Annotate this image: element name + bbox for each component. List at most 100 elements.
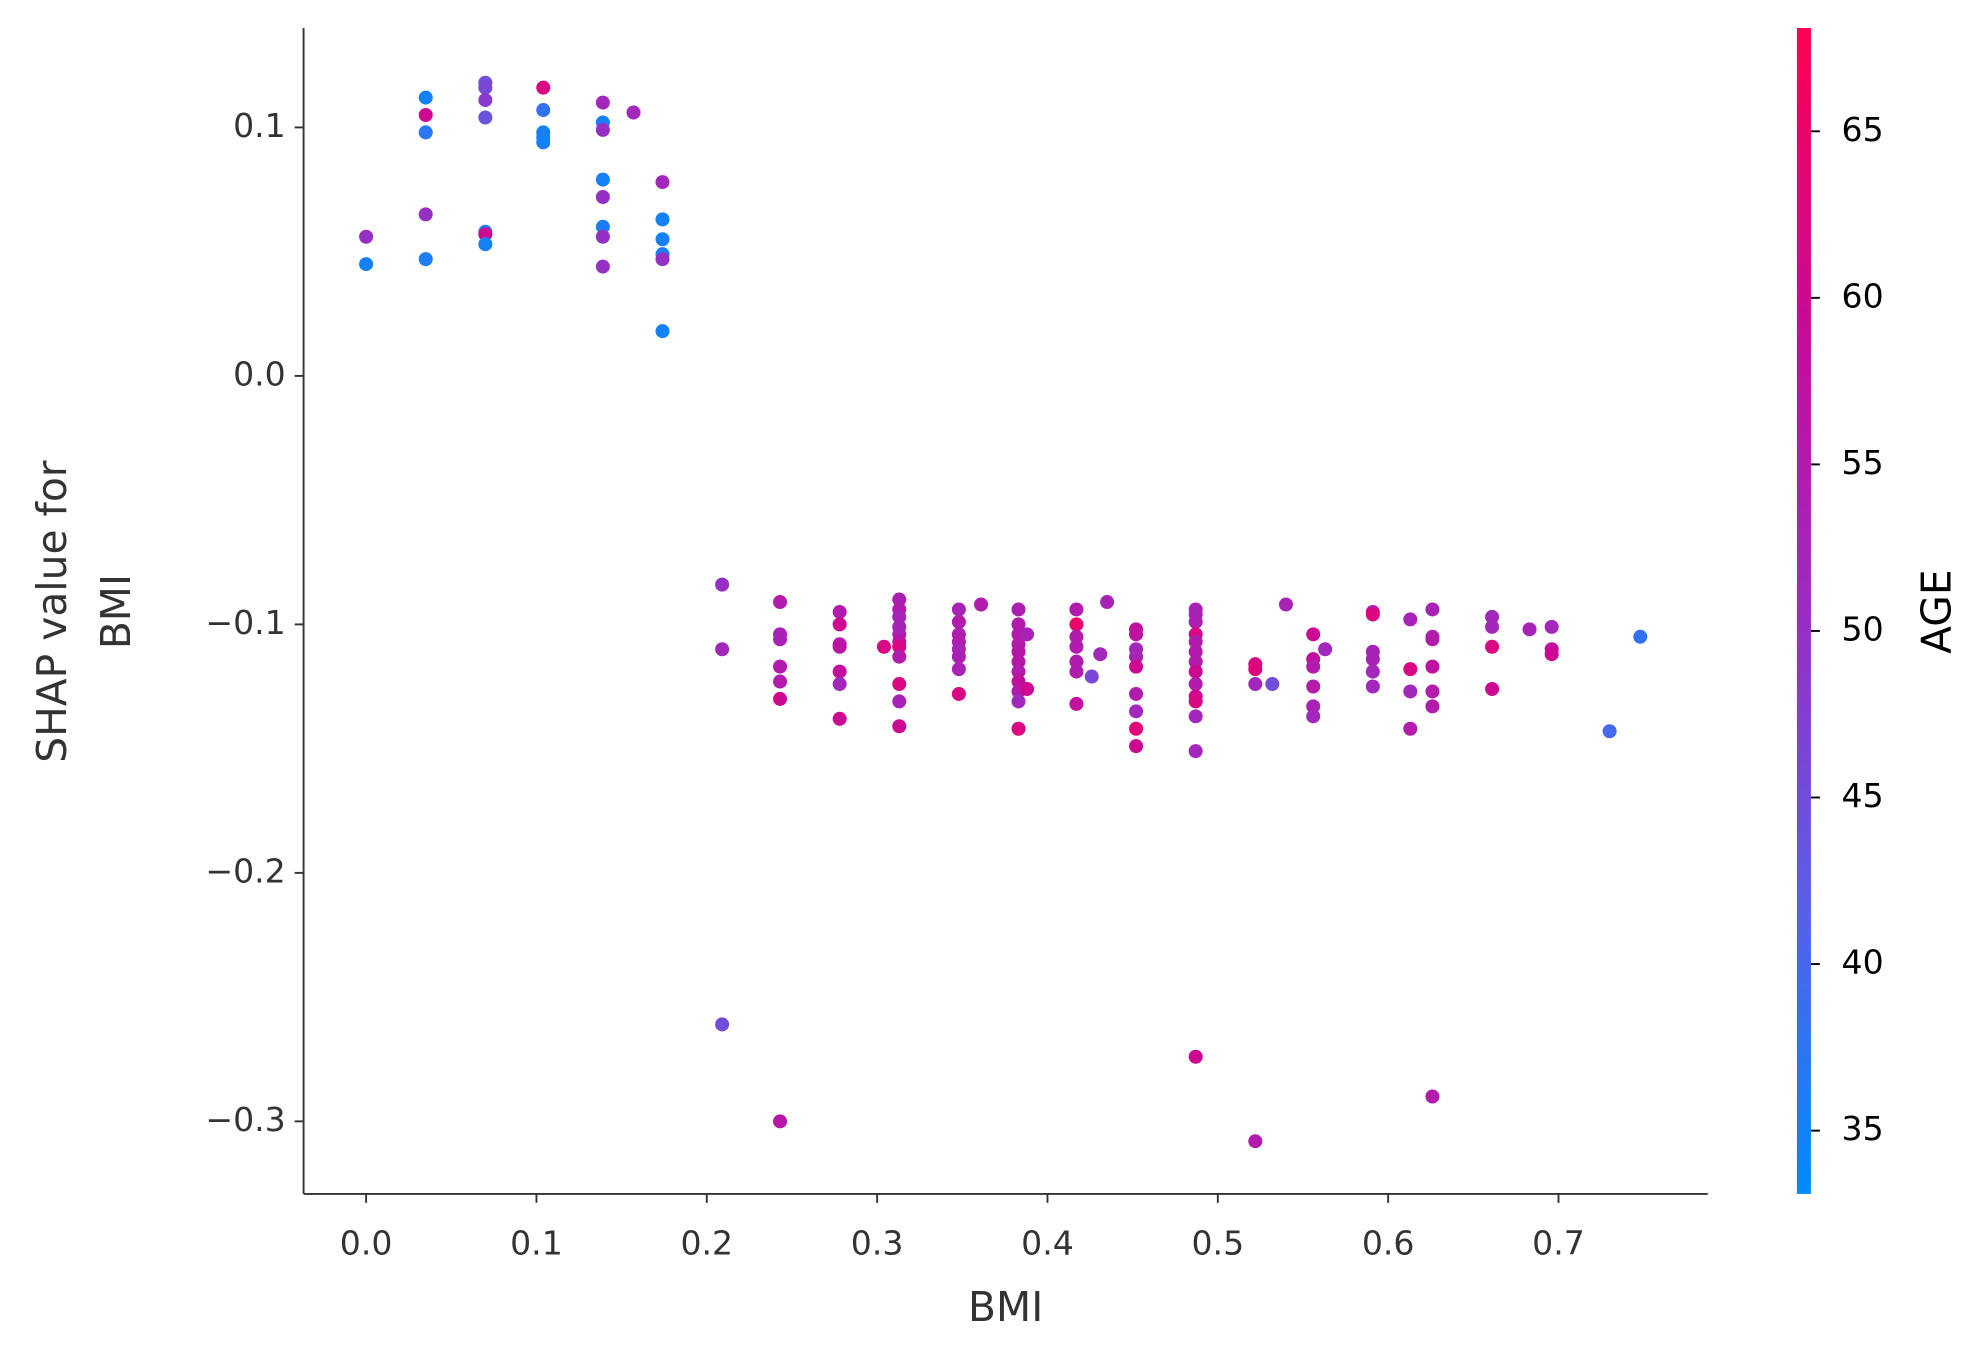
- scatter-point: [1129, 686, 1144, 701]
- scatter-point: [655, 232, 670, 247]
- scatter-point: [892, 719, 907, 734]
- scatter-point: [892, 609, 907, 624]
- scatter-point: [1306, 659, 1321, 674]
- scatter-point: [1084, 669, 1099, 684]
- y-tick-label: 0.0: [233, 354, 286, 393]
- x-tick-label: 0.1: [510, 1223, 563, 1262]
- scatter-point: [832, 639, 847, 654]
- scatter-point: [1306, 709, 1321, 724]
- scatter-point: [1129, 721, 1144, 736]
- scatter-point: [1633, 629, 1648, 644]
- scatter-point: [1365, 679, 1380, 694]
- x-tick-label: 0.6: [1362, 1223, 1415, 1262]
- scatter-point: [1602, 724, 1617, 739]
- scatter-point: [715, 1017, 730, 1032]
- scatter-point: [1093, 647, 1108, 662]
- scatter-point: [626, 105, 641, 120]
- y-tick-label: 0.1: [233, 106, 286, 145]
- scatter-point: [1425, 1089, 1440, 1104]
- scatter-point: [951, 686, 966, 701]
- scatter-point: [773, 691, 788, 706]
- scatter-point: [1011, 694, 1026, 709]
- scatter-point: [655, 252, 670, 267]
- colorbar-tick-label: 45: [1842, 776, 1884, 815]
- scatter-point: [478, 93, 493, 108]
- scatter-point: [1188, 1049, 1203, 1064]
- colorbar-tick-label: 40: [1842, 943, 1884, 982]
- scatter-point: [1248, 677, 1263, 692]
- scatter-point: [1188, 654, 1203, 669]
- scatter-point: [1069, 696, 1084, 711]
- scatter-point: [974, 597, 989, 612]
- scatter-point: [418, 107, 433, 123]
- scatter-point: [1544, 619, 1559, 634]
- scatter-point: [832, 604, 847, 619]
- colorbar-tick-label: 50: [1842, 609, 1884, 648]
- scatter-point: [478, 237, 493, 252]
- scatter-point: [1485, 619, 1500, 634]
- scatter-point: [1365, 607, 1380, 622]
- scatter-point: [892, 649, 907, 664]
- x-tick-label: 0.7: [1532, 1223, 1585, 1262]
- x-tick-label: 0.2: [680, 1223, 733, 1262]
- scatter-point: [1403, 684, 1418, 699]
- scatter-point: [1306, 699, 1321, 714]
- scatter-point: [1188, 694, 1203, 709]
- scatter-point: [1188, 664, 1203, 679]
- scatter-point: [1485, 681, 1500, 696]
- x-tick-label: 0.5: [1191, 1223, 1244, 1262]
- x-tick-label: 0.3: [851, 1223, 904, 1262]
- scatter-point: [1425, 659, 1440, 674]
- scatter-point: [1403, 721, 1418, 736]
- scatter-point: [418, 207, 433, 222]
- scatter-point: [1318, 642, 1333, 657]
- scatter-point: [1265, 677, 1280, 692]
- scatter-point: [359, 257, 374, 272]
- scatter-point: [1069, 617, 1084, 632]
- scatter-point: [832, 677, 847, 692]
- y-axis-label: SHAP value for: [28, 460, 76, 763]
- scatter-point: [773, 595, 788, 610]
- scatter-point: [418, 125, 433, 140]
- y-axis-label: BMI: [92, 574, 140, 649]
- scatter-point: [1188, 644, 1203, 659]
- scatter-point: [773, 1114, 788, 1129]
- scatter-point: [1544, 647, 1559, 662]
- scatter-point: [595, 189, 610, 205]
- scatter-point: [773, 674, 788, 689]
- scatter-point: [1403, 662, 1418, 677]
- scatter-point: [418, 90, 433, 105]
- scatter-point: [595, 172, 610, 187]
- scatter-point: [478, 227, 493, 242]
- scatter-point: [536, 103, 551, 118]
- scatter-point: [536, 135, 551, 150]
- scatter-point: [655, 324, 670, 339]
- scatter-point: [892, 677, 907, 692]
- scatter-point: [1069, 602, 1084, 617]
- scatter-point: [951, 662, 966, 677]
- scatter-point: [1011, 721, 1026, 736]
- colorbar-label: AGE: [1913, 569, 1961, 654]
- scatter-point: [595, 95, 610, 110]
- scatter-point: [1425, 602, 1440, 617]
- scatter-point: [1129, 659, 1144, 674]
- scatter-point: [1129, 739, 1144, 754]
- scatter-point: [1425, 699, 1440, 714]
- scatter-point: [1248, 662, 1263, 677]
- scatter-point: [951, 649, 966, 664]
- y-tick-label: −0.3: [205, 1100, 285, 1139]
- scatter-point: [892, 639, 907, 654]
- scatter-point: [1365, 652, 1380, 667]
- scatter-point: [536, 80, 551, 95]
- colorbar-tick-label: 35: [1842, 1109, 1884, 1148]
- scatter-point: [595, 229, 610, 244]
- scatter-point: [951, 614, 966, 629]
- scatter-point: [1485, 639, 1500, 654]
- scatter-point: [1069, 639, 1084, 654]
- scatter-point: [715, 642, 730, 657]
- scatter-point: [1485, 609, 1500, 624]
- scatter-point: [1188, 634, 1203, 649]
- scatter-point: [1129, 704, 1144, 719]
- scatter-point: [1069, 629, 1084, 644]
- scatter-point: [832, 664, 847, 679]
